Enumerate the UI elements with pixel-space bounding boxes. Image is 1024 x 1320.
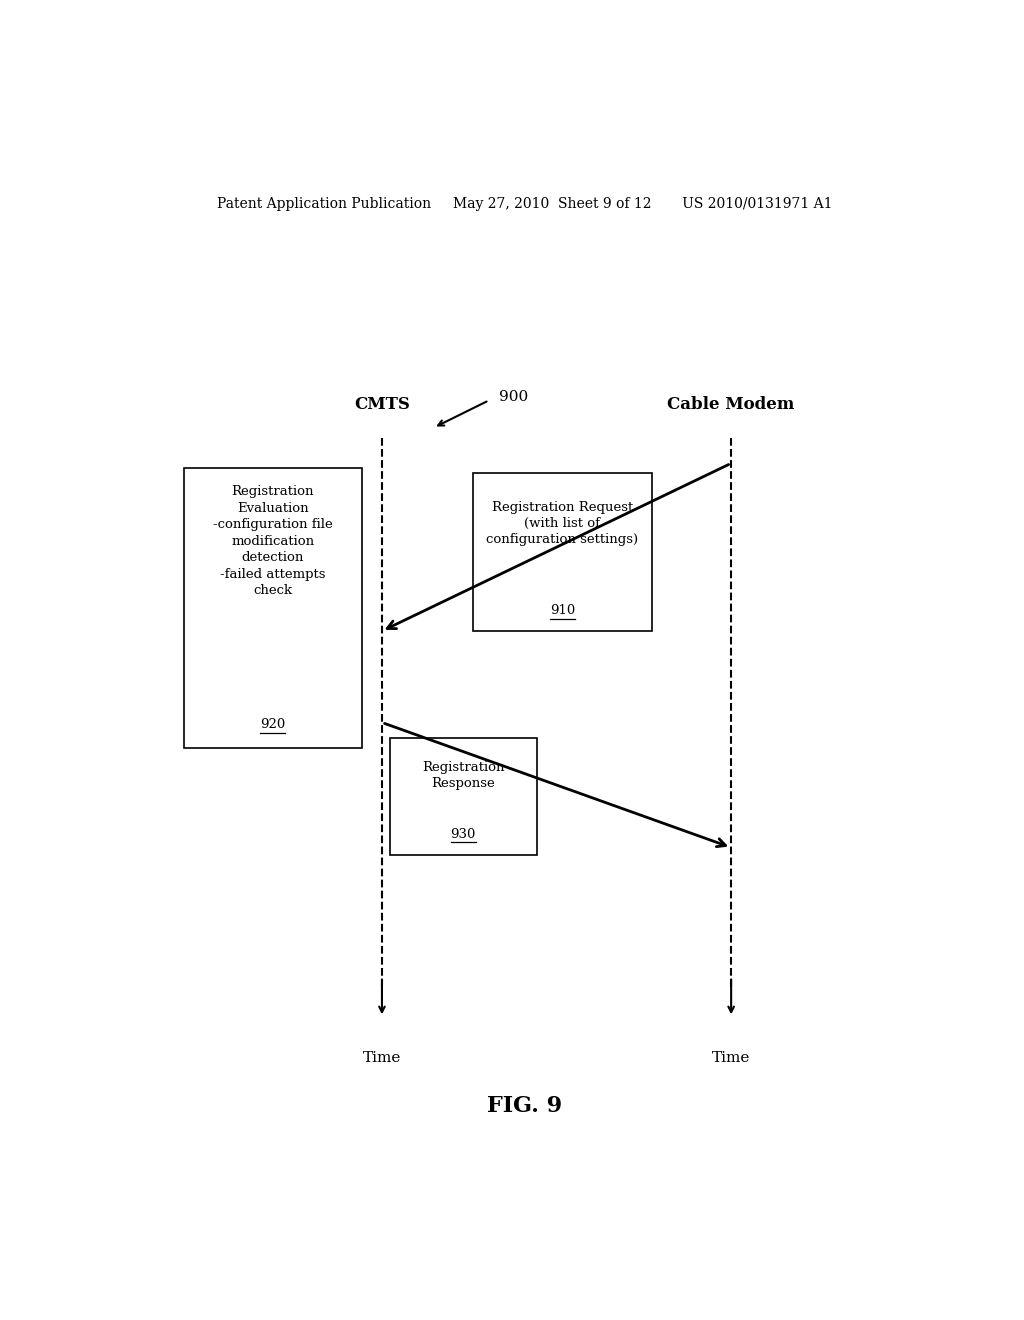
FancyBboxPatch shape xyxy=(473,474,652,631)
Text: Time: Time xyxy=(712,1051,751,1065)
FancyBboxPatch shape xyxy=(183,469,362,748)
Text: Time: Time xyxy=(362,1051,401,1065)
FancyBboxPatch shape xyxy=(390,738,537,854)
Text: Patent Application Publication     May 27, 2010  Sheet 9 of 12       US 2010/013: Patent Application Publication May 27, 2… xyxy=(217,197,833,211)
Text: Registration
Response: Registration Response xyxy=(422,760,505,789)
Text: Cable Modem: Cable Modem xyxy=(668,396,795,413)
Text: 910: 910 xyxy=(550,605,575,618)
Text: 930: 930 xyxy=(451,828,476,841)
Text: CMTS: CMTS xyxy=(354,396,410,413)
Text: 900: 900 xyxy=(500,391,528,404)
Text: 920: 920 xyxy=(260,718,286,731)
Text: FIG. 9: FIG. 9 xyxy=(487,1094,562,1117)
Text: Registration Request
(with list of
configuration settings): Registration Request (with list of confi… xyxy=(486,502,639,546)
Text: Registration
Evaluation
-configuration file
modification
detection
-failed attem: Registration Evaluation -configuration f… xyxy=(213,484,333,597)
